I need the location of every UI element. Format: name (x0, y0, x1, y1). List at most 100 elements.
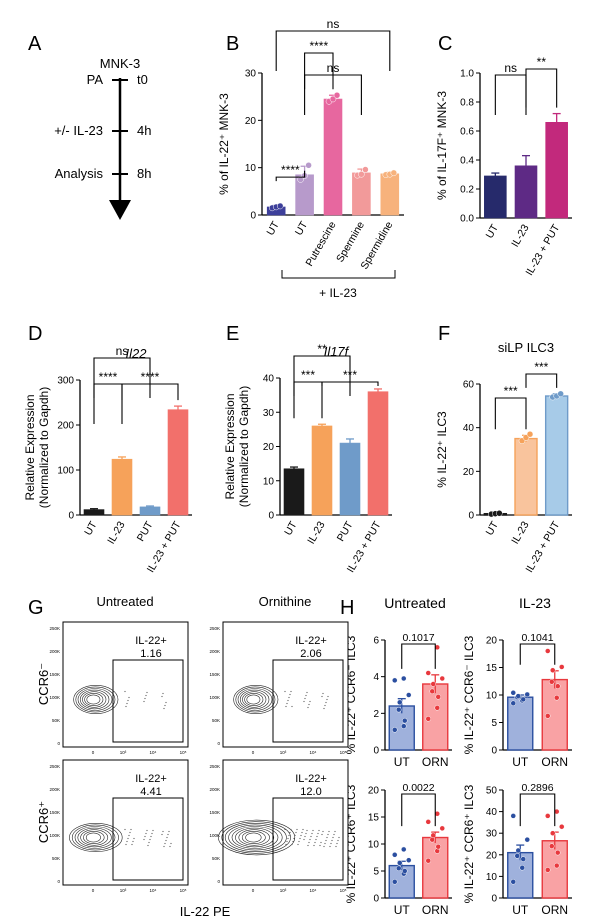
flow-event-dot (337, 839, 339, 842)
y-tick-label: 0 (373, 894, 379, 905)
x-tick-label: IL-23 (105, 519, 127, 546)
x-tick-label: PUT (135, 519, 156, 544)
flow-contour (228, 824, 283, 851)
flow-y-tick-label: 100K (209, 833, 220, 838)
panel-label-c: C (438, 33, 452, 55)
x-tick-label: ORN (541, 903, 568, 917)
flow-contour (235, 827, 275, 848)
flow-event-dot (320, 841, 322, 844)
flow-event-dot (288, 834, 290, 837)
flow-contour (221, 821, 291, 854)
x-tick-label: ORN (422, 755, 449, 769)
flow-contour (237, 688, 273, 711)
data-point (545, 648, 551, 654)
x-tick-label: UT (82, 519, 100, 538)
flow-contour (69, 822, 123, 852)
flow-x-tick-label: 10⁴ (310, 888, 317, 893)
y-axis-label: % of IL-22⁺ MNK-3 (217, 93, 231, 195)
flow-contour (75, 686, 116, 713)
flow-contour (233, 684, 279, 714)
flow-cytometry-panel: Untreated Ornithine CCR6⁻ CCR6⁺ IL-22 PE 250K… (36, 594, 349, 919)
data-point (401, 723, 407, 729)
flow-x-tick-label: 10³ (120, 750, 127, 755)
significance-bracket (304, 74, 362, 115)
y-tick-label: 10 (245, 163, 257, 174)
flow-event-dot (324, 842, 326, 845)
flow-row-label: CCR6⁺ (36, 801, 51, 843)
flow-event-dot (317, 832, 319, 835)
flow-event-dot (309, 700, 311, 703)
x-tick-label: UT (512, 903, 529, 917)
y-tick-label: 15 (486, 663, 498, 674)
flow-event-dot (150, 835, 152, 838)
significance-label: *** (534, 360, 548, 374)
data-point (554, 695, 560, 701)
data-point (559, 823, 565, 830)
x-tick-label: UT (282, 519, 300, 538)
flow-y-tick-label: 150K (49, 672, 60, 677)
y-tick-label: 20 (263, 442, 275, 453)
flow-event-dot (167, 833, 169, 836)
flow-event-dot (128, 834, 130, 837)
flow-y-tick-label: 100K (49, 833, 60, 838)
x-tick-label: IL-23 (305, 519, 327, 546)
flow-event-dot (300, 834, 302, 837)
flow-contour (77, 827, 112, 848)
x-tick-label: ORN (541, 755, 568, 769)
y-tick-label: 100 (57, 466, 74, 477)
data-point (510, 813, 516, 819)
data-point (549, 843, 555, 849)
data-point (554, 862, 560, 869)
flow-event-dot (145, 832, 147, 835)
flow-event-dot (307, 844, 309, 847)
data-point (510, 690, 516, 696)
data-point (430, 681, 436, 687)
data-point (362, 166, 369, 173)
flow-event-dot (330, 842, 332, 845)
flow-y-tick-label: 0 (57, 741, 60, 746)
flow-event-dot (321, 695, 323, 698)
bar (352, 172, 371, 216)
flow-gate-value: 12.0 (300, 786, 321, 798)
y-tick-label: 0 (268, 511, 274, 522)
flow-x-tick-label: 10⁵ (180, 750, 187, 755)
flow-contour (218, 819, 296, 856)
flow-gate-name: IL-22+ (295, 773, 327, 785)
chart-panel-d: 0 100 200 300 Relative Expression (Normalized… (23, 344, 192, 575)
flow-y-tick-label: 50K (52, 856, 60, 861)
y-tick-label: 0 (250, 211, 256, 222)
y-tick-label: 0.8 (460, 98, 474, 109)
flow-gate (272, 659, 344, 743)
flow-event-dot (304, 835, 306, 838)
bar (323, 98, 343, 216)
flow-contour (83, 830, 105, 844)
flow-event-dot (292, 840, 294, 843)
bar (380, 173, 400, 216)
significance-label: 0.1017 (402, 632, 434, 644)
y-tick-label: 300 (57, 376, 74, 387)
y-tick-label: 4 (373, 672, 379, 683)
flow-event-dot (166, 836, 168, 839)
flow-event-dot (306, 829, 308, 832)
flow-y-tick-label: 0 (217, 741, 220, 746)
flow-plot-frame (62, 621, 189, 748)
data-point (406, 692, 412, 698)
significance-label: 0.1041 (521, 632, 553, 644)
timeline-step-time: t0 (137, 72, 148, 87)
flow-event-dot (144, 835, 146, 838)
flow-event-dot (169, 845, 171, 848)
flow-event-dot (328, 830, 330, 833)
data-point (425, 819, 431, 825)
flow-event-dot (284, 828, 286, 831)
flow-event-dot (164, 842, 166, 845)
flow-event-dot (326, 698, 328, 701)
data-point (406, 857, 412, 863)
significance-bracket (275, 30, 391, 71)
flow-event-dot (143, 838, 145, 841)
flow-gate-value: 2.06 (300, 648, 321, 660)
flow-event-dot (146, 691, 148, 694)
data-point (396, 865, 402, 872)
data-point (392, 879, 398, 885)
flow-event-dot (308, 841, 310, 844)
bar (111, 458, 133, 516)
